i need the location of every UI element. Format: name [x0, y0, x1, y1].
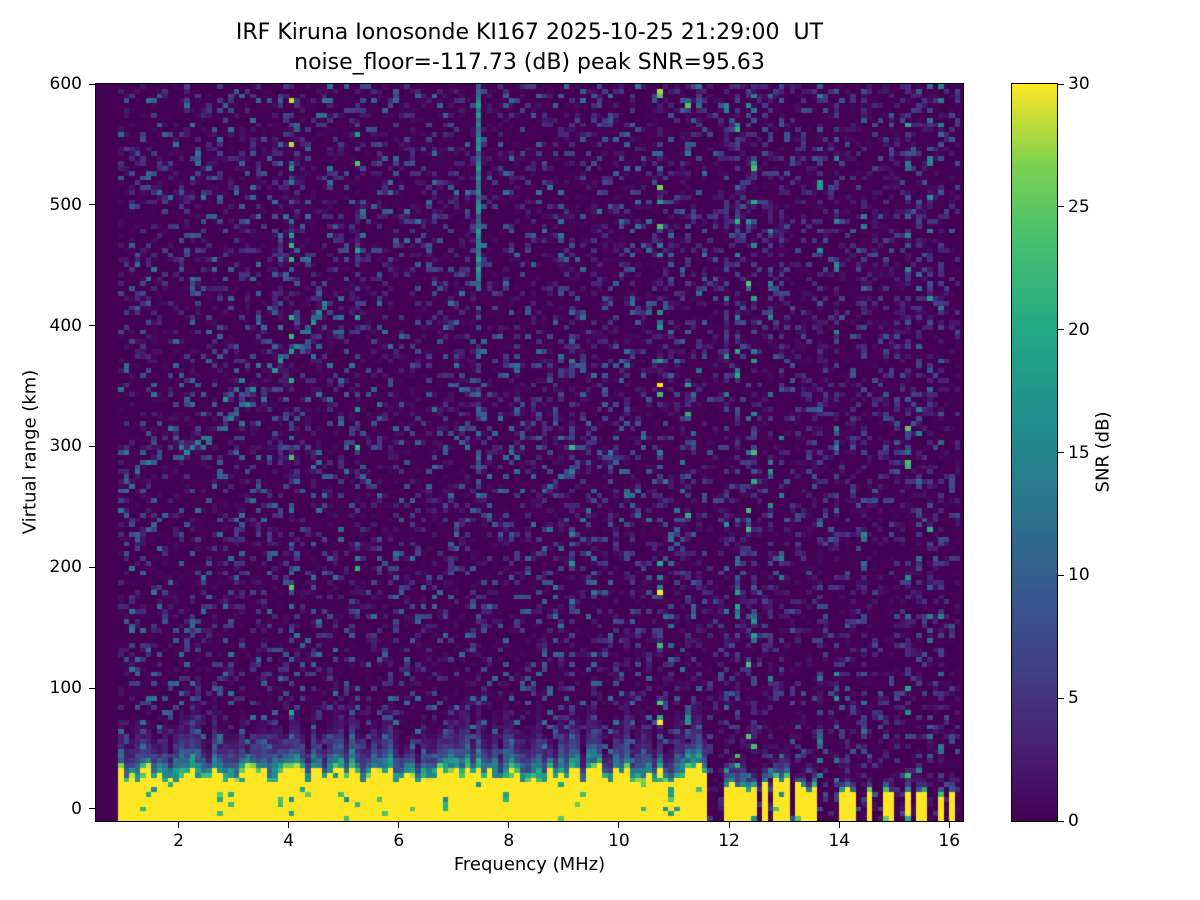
- y-tick-mark: [89, 83, 95, 85]
- x-tick-label: 2: [173, 831, 184, 851]
- y-tick-label: 100: [49, 678, 82, 699]
- y-tick-mark: [89, 445, 95, 447]
- x-tick-mark: [288, 822, 290, 828]
- colorbar-tick-label: 15: [1068, 442, 1090, 463]
- colorbar-tick-label: 0: [1068, 811, 1079, 831]
- colorbar-tick-label: 25: [1068, 196, 1090, 217]
- x-tick-label: 16: [938, 831, 961, 851]
- colorbar-tick-mark: [1058, 697, 1064, 699]
- colorbar-gradient: [1012, 84, 1057, 821]
- x-tick-mark: [508, 822, 510, 828]
- y-tick-mark: [89, 808, 95, 810]
- y-tick-label: 600: [49, 74, 82, 94]
- colorbar-tick-mark: [1058, 574, 1064, 576]
- colorbar-tick-mark: [1058, 206, 1064, 208]
- x-tick-mark: [838, 822, 840, 828]
- x-tick-label: 4: [283, 831, 295, 851]
- x-tick-mark: [398, 822, 400, 828]
- colorbar-tick-label: 5: [1068, 688, 1079, 709]
- x-axis-label: Frequency (MHz): [453, 854, 606, 875]
- x-tick-label: 6: [393, 831, 405, 851]
- colorbar-tick-label: 10: [1068, 565, 1090, 586]
- x-tick-mark: [618, 822, 620, 828]
- y-tick-label: 200: [49, 557, 82, 578]
- y-tick-mark: [89, 566, 95, 568]
- y-tick-label: 0: [71, 798, 82, 819]
- colorbar-tick-mark: [1058, 452, 1064, 453]
- x-tick-mark: [728, 822, 730, 828]
- ionogram-heatmap-canvas: [96, 84, 963, 821]
- x-tick-label: 10: [608, 831, 630, 851]
- y-tick-label: 400: [49, 315, 82, 336]
- y-tick-label: 500: [49, 194, 82, 215]
- colorbar-tick-mark: [1058, 820, 1064, 822]
- chart-subtitle: noise_floor=-117.73 (dB) peak SNR=95.63: [294, 50, 765, 75]
- x-tick-mark: [948, 822, 950, 828]
- x-tick-label: 14: [828, 831, 850, 851]
- y-tick-mark: [89, 325, 95, 327]
- y-tick-label: 300: [49, 436, 82, 457]
- chart-title: IRF Kiruna Ionosonde KI167 2025-10-25 21…: [235, 20, 824, 45]
- colorbar-tick-label: 30: [1068, 74, 1090, 94]
- y-tick-mark: [89, 687, 95, 689]
- colorbar-tick-mark: [1058, 83, 1064, 85]
- colorbar-tick-label: 20: [1068, 319, 1090, 340]
- x-tick-mark: [178, 822, 180, 828]
- x-tick-label: 8: [503, 831, 515, 851]
- x-tick-label: 12: [718, 831, 740, 851]
- colorbar-tick-mark: [1058, 329, 1064, 331]
- y-tick-mark: [89, 204, 95, 206]
